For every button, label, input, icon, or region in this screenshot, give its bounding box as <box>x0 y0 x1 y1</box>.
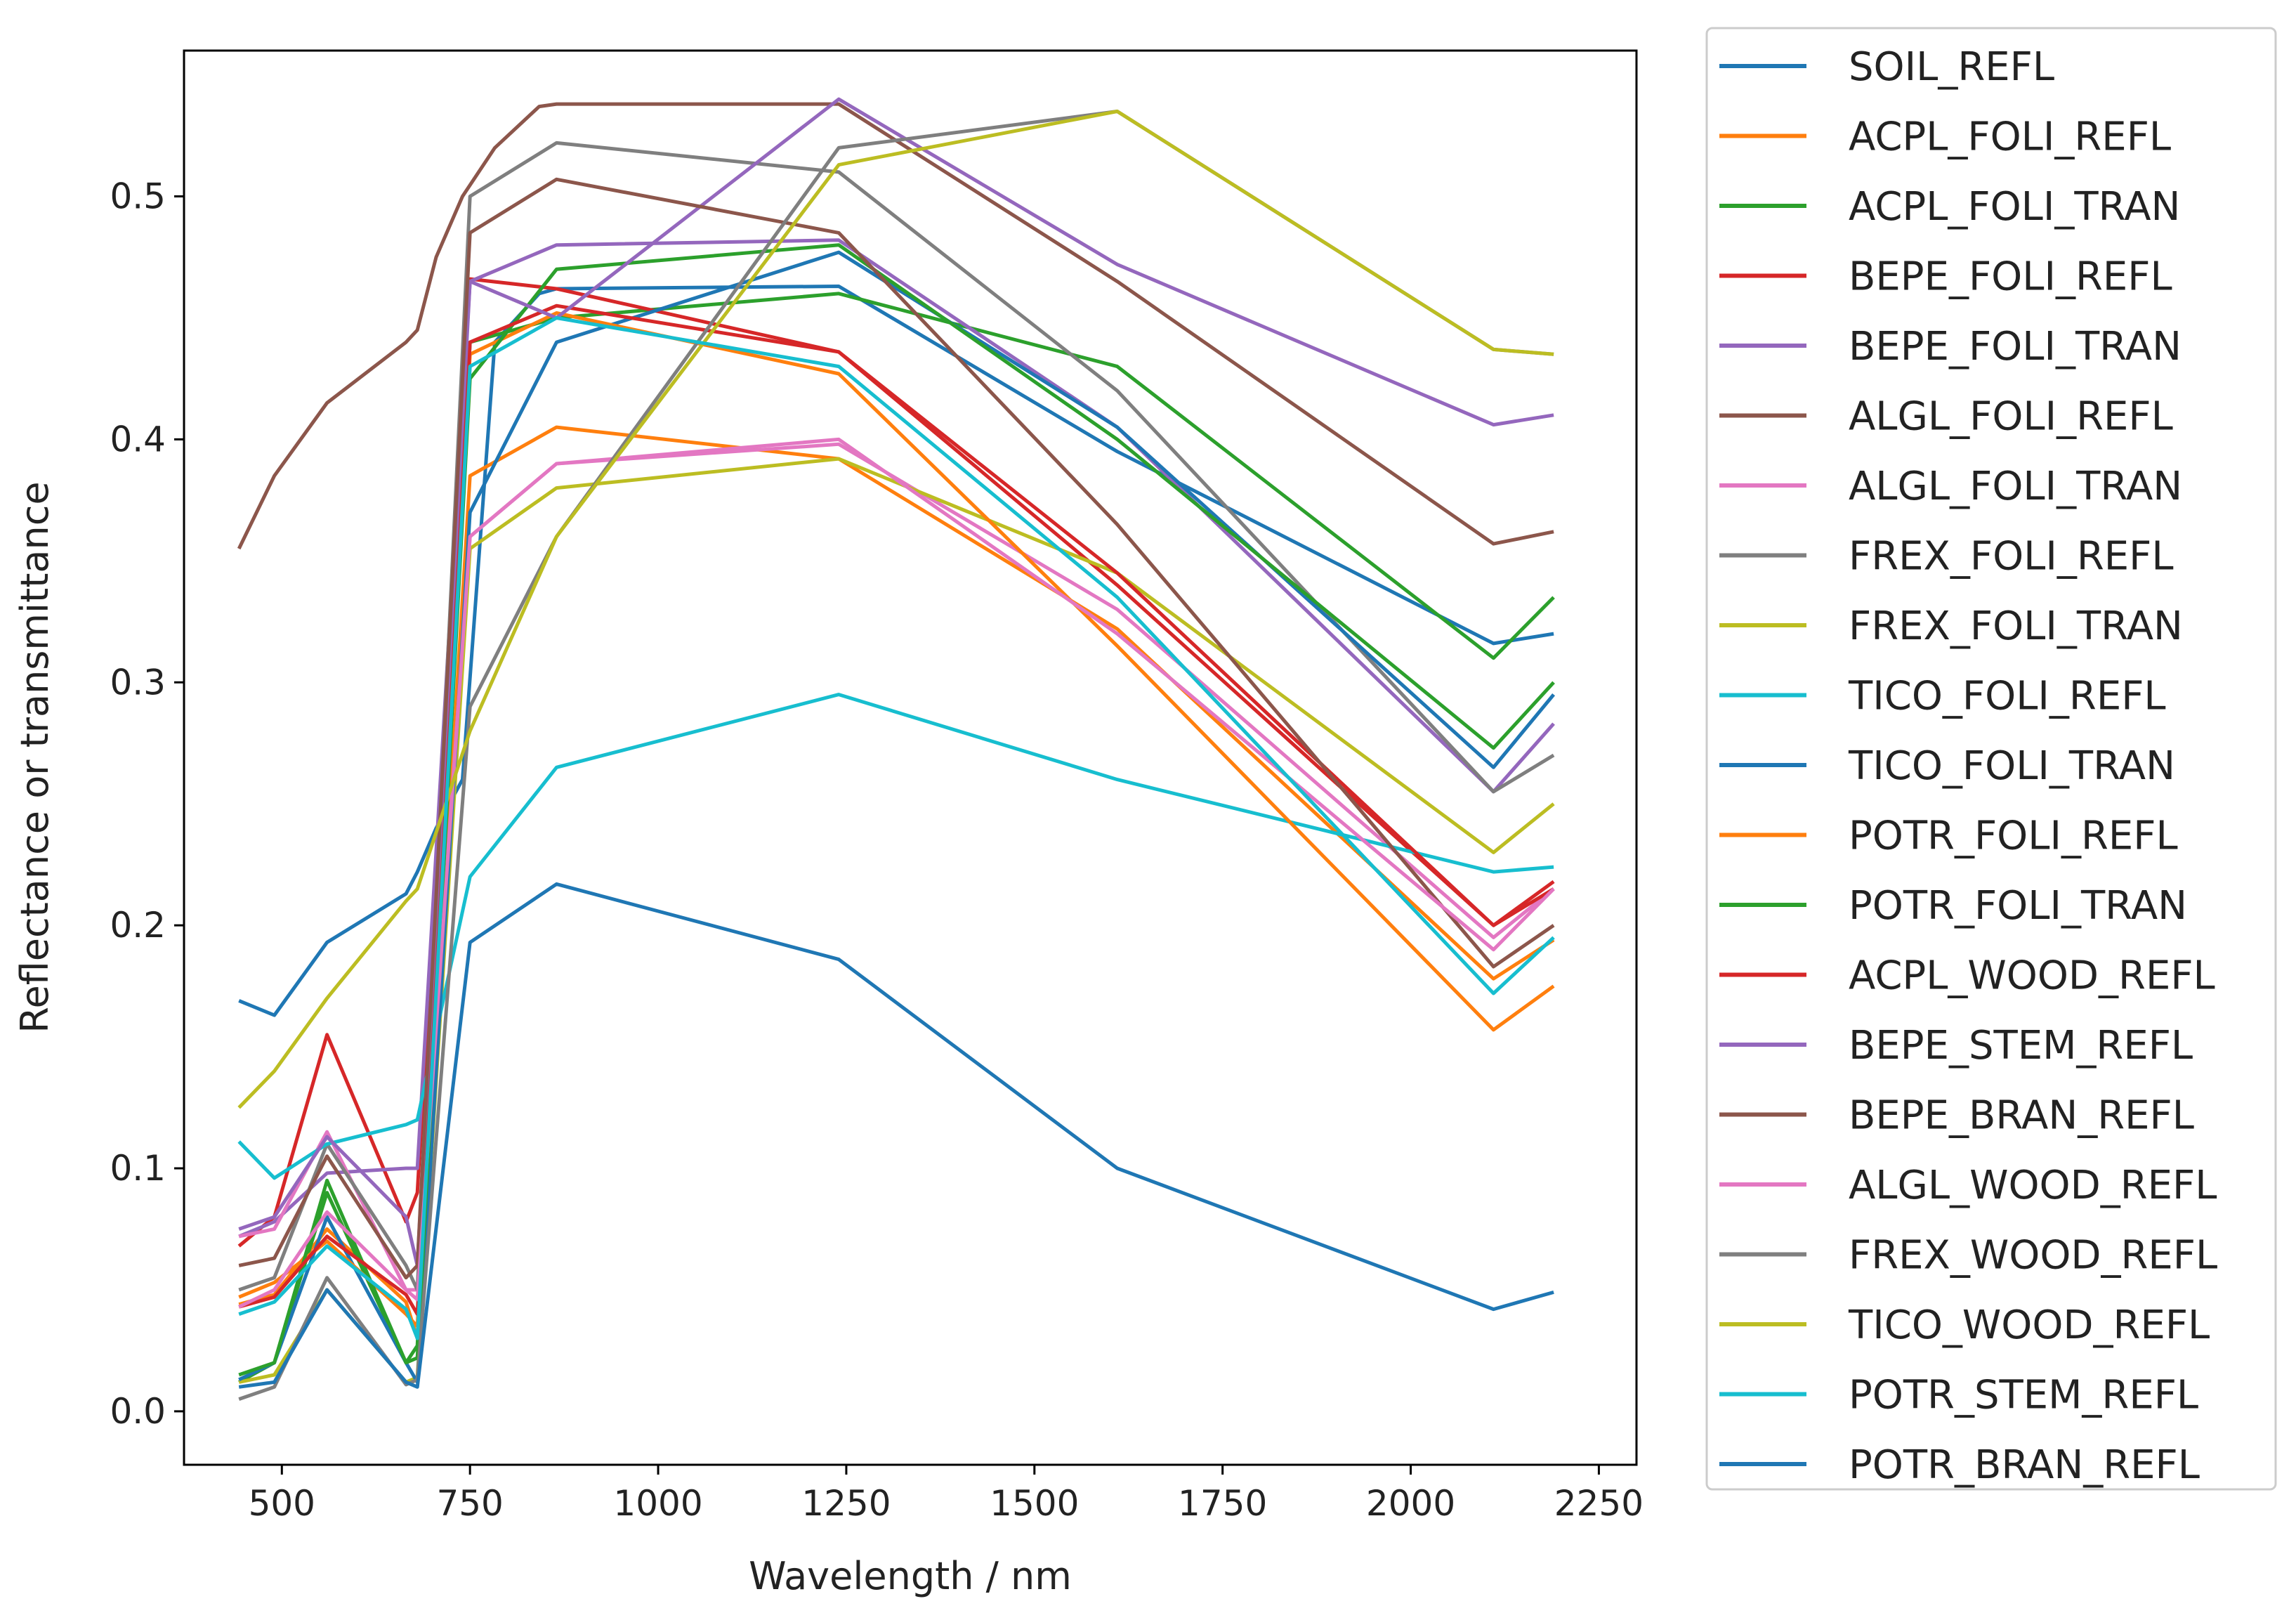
legend-entry-label: ACPL_WOOD_REFL <box>1849 953 2215 999</box>
legend-entry-label: ACPL_FOLI_REFL <box>1849 115 2171 160</box>
series-line-tico-wood-refl <box>237 110 1554 1109</box>
legend-box <box>1705 27 2277 1491</box>
legend-entry-label: FREX_FOLI_REFL <box>1849 534 2174 580</box>
legend-entry-label: BEPE_STEM_REFL <box>1849 1023 2193 1069</box>
legend-entry-label: BEPE_BRAN_REFL <box>1849 1093 2194 1139</box>
series-line-bepe-stem-refl <box>238 97 1554 1267</box>
legend-entry-label: ACPL_FOLI_TRAN <box>1849 184 2180 230</box>
plot-frame <box>183 49 1638 1466</box>
y-axis-label: Reflectance or transmittance <box>13 481 57 1033</box>
y-tick-label: 0.0 <box>110 1391 166 1432</box>
legend-entry-label: BEPE_FOLI_TRAN <box>1849 324 2182 370</box>
x-axis-label: Wavelength / nm <box>749 1554 1072 1598</box>
series-line-soil-refl <box>238 285 1554 1017</box>
legend: SOIL_REFL ACPL_FOLI_REFL ACPL_FOLI_TRAN BEP… <box>1705 27 2277 1491</box>
y-tick-label: 0.4 <box>110 419 166 459</box>
series-line-potr-stem-refl <box>238 316 1555 1340</box>
legend-entry-label: BEPE_FOLI_REFL <box>1849 254 2172 300</box>
series-line-bepe-foli-refl <box>237 277 1555 1248</box>
legend-entry-label: ALGL_WOOD_REFL <box>1849 1163 2217 1208</box>
y-tick-label: 0.1 <box>110 1148 166 1189</box>
y-tick-label: 0.5 <box>110 176 166 217</box>
legend-entry-label: TICO_WOOD_REFL <box>1848 1302 2210 1348</box>
y-axis: 0.0 0.1 0.2 0.3 0.4 0.5 <box>110 176 184 1432</box>
legend-entry-label: SOIL_REFL <box>1849 44 2054 90</box>
x-axis: 500 750 1000 1250 1500 1750 2000 2250 <box>249 1465 1644 1524</box>
series-line-algl-wood-refl <box>238 437 1555 1309</box>
legend-entry-label: TICO_FOLI_REFL <box>1848 674 2166 719</box>
legend-entry-label: ALGL_FOLI_REFL <box>1849 394 2173 440</box>
x-tick-label: 2250 <box>1554 1483 1644 1524</box>
legend-entry-label: FREX_FOLI_TRAN <box>1849 603 2183 649</box>
x-tick-label: 1750 <box>1178 1483 1267 1524</box>
series-line-frex-wood-refl <box>238 110 1554 1401</box>
series-line-bepe-bran-refl <box>238 177 1555 1280</box>
legend-entry-label: POTR_BRAN_REFL <box>1849 1442 2200 1488</box>
x-tick-label: 1000 <box>613 1483 702 1524</box>
x-tick-label: 1250 <box>801 1483 891 1524</box>
series-line-acpl-wood-refl <box>238 303 1555 1317</box>
legend-entry-label: POTR_FOLI_TRAN <box>1849 883 2187 929</box>
series-line-potr-bran-refl <box>238 882 1554 1389</box>
x-tick-label: 1500 <box>990 1483 1079 1524</box>
x-tick-label: 2000 <box>1366 1483 1455 1524</box>
series-line-tico-foli-refl <box>237 693 1554 1180</box>
x-tick-label: 500 <box>249 1483 315 1524</box>
legend-entry-label: FREX_WOOD_REFL <box>1849 1233 2217 1279</box>
series-layer <box>237 97 1556 1401</box>
y-tick-label: 0.2 <box>110 905 166 946</box>
legend-entry-label: POTR_FOLI_REFL <box>1849 814 2178 859</box>
legend-entry-label: TICO_FOLI_TRAN <box>1848 743 2175 789</box>
x-tick-label: 750 <box>436 1483 503 1524</box>
legend-entry-label: ALGL_FOLI_TRAN <box>1849 464 2182 509</box>
y-tick-label: 0.3 <box>110 662 166 703</box>
series-line-algl-foli-refl <box>237 102 1554 550</box>
legend-entry-label: POTR_STEM_REFL <box>1849 1373 2198 1418</box>
